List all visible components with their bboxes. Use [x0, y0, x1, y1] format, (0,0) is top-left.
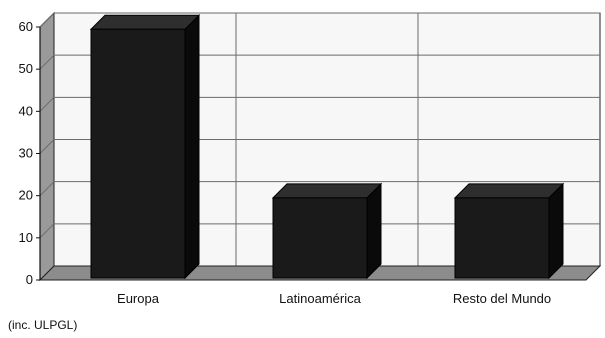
gridline-side — [39, 96, 55, 112]
chart-bars — [89, 14, 565, 280]
y-axis: 0 10 20 30 40 50 60 — [19, 19, 41, 287]
chart-labels: Europa Latinoamérica Resto del Mundo — [117, 291, 551, 306]
bar-europa — [89, 14, 201, 280]
bar-latinoam-rica — [271, 182, 383, 280]
y-tick-label: 10 — [19, 230, 33, 245]
y-tick-label: 60 — [19, 19, 33, 34]
bar-side — [366, 182, 382, 280]
bar-front — [272, 197, 368, 279]
y-tick-label: 0 — [26, 272, 33, 287]
bar-top — [271, 183, 383, 199]
x-category-label: Latinoamérica — [279, 291, 361, 306]
bar-side — [184, 14, 200, 280]
bar-front — [454, 197, 550, 279]
bar-side — [548, 182, 564, 280]
y-tick-label: 40 — [19, 103, 33, 118]
gridline-side — [39, 223, 55, 239]
bar-top — [89, 14, 201, 30]
bar-top — [453, 183, 565, 199]
y-tick-label: 20 — [19, 188, 33, 203]
bar-front — [90, 28, 186, 279]
gridline-side — [39, 12, 55, 28]
y-tick-label: 50 — [19, 61, 33, 76]
gridline-side — [39, 139, 55, 154]
bar-resto-del-mundo — [453, 182, 565, 280]
x-category-label: Resto del Mundo — [453, 291, 551, 306]
gridline-side — [39, 181, 55, 197]
chart-footnote: (inc. ULPGL) — [8, 318, 78, 332]
y-tick-label: 30 — [19, 146, 33, 161]
gridline-side — [39, 54, 55, 70]
x-category-label: Europa — [117, 291, 160, 306]
